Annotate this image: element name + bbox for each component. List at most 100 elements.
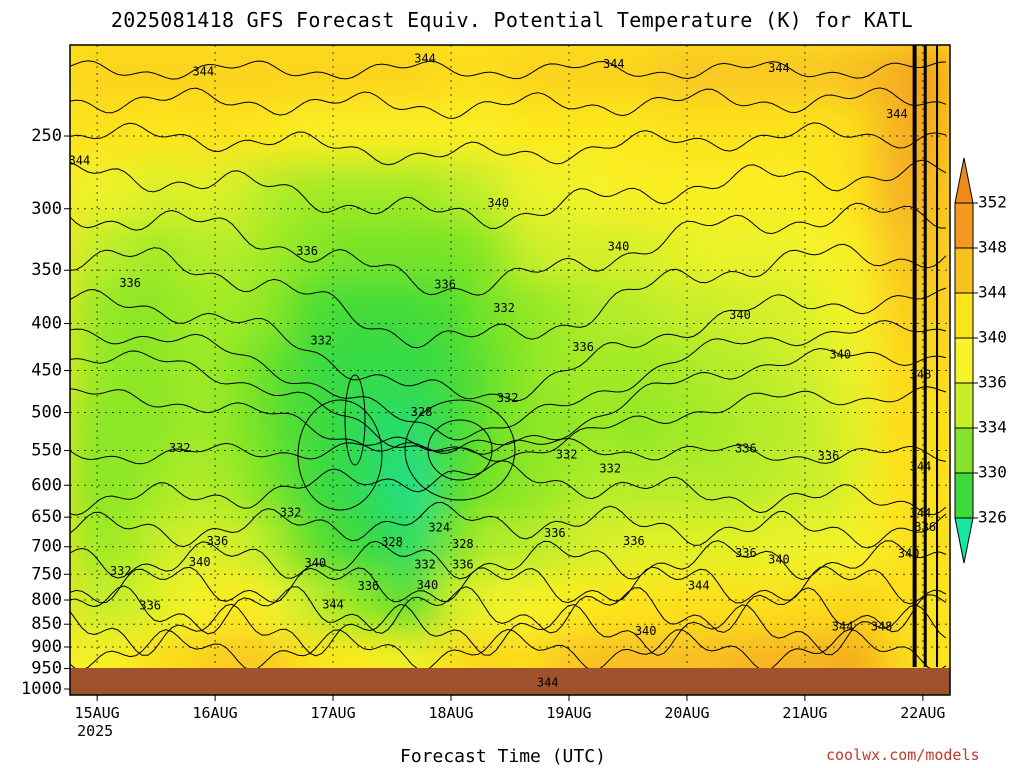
colorbar-label: 340	[978, 328, 1007, 347]
contour-label: 336	[207, 534, 229, 548]
field-cell	[544, 102, 586, 166]
y-tick-label: 900	[31, 637, 62, 657]
field-cell	[654, 338, 696, 402]
field-cell	[691, 45, 732, 107]
field-cell	[434, 220, 476, 284]
field-cell	[544, 397, 586, 461]
field-cell	[288, 161, 329, 225]
field-cell	[728, 397, 769, 461]
credit-text: coolwx.com/models	[826, 746, 980, 764]
field-cell	[214, 338, 256, 402]
contour-label: 340	[417, 578, 439, 592]
field-cell	[801, 102, 842, 166]
contour-line	[70, 202, 946, 296]
x-tick-label: 16AUG	[193, 704, 238, 722]
field-cell	[141, 574, 182, 638]
field-cell	[874, 515, 916, 579]
field-cell	[214, 102, 256, 166]
field-cell	[728, 338, 769, 402]
field-cell	[324, 456, 366, 520]
field-cell	[104, 45, 146, 107]
field-cell	[618, 279, 659, 343]
field-cell	[361, 279, 402, 343]
field-cell	[691, 397, 732, 461]
contour-label: 336	[735, 546, 757, 560]
contour-line	[70, 501, 947, 549]
field-cell	[764, 45, 806, 107]
field-cell	[838, 220, 879, 284]
field-cell	[251, 102, 292, 166]
colorbar-segment	[954, 427, 974, 474]
contour-label: 344	[69, 153, 91, 167]
field-cell	[251, 515, 292, 579]
field-cell	[214, 279, 256, 343]
field-cell	[544, 161, 586, 225]
field-cell	[361, 220, 402, 284]
field-cell	[251, 338, 292, 402]
contour-label: 336	[139, 598, 161, 612]
field-cell	[324, 220, 366, 284]
colorbar-segment	[954, 337, 974, 384]
field-cell	[324, 45, 366, 107]
colorbar-label: 344	[978, 283, 1007, 302]
field-cell	[764, 102, 806, 166]
field-cell	[508, 456, 549, 520]
field-cell	[104, 220, 146, 284]
contour-label: 336	[735, 442, 757, 456]
contour-label: 336	[544, 526, 566, 540]
field-cell	[398, 574, 439, 638]
field-cell	[691, 161, 732, 225]
end-forecast-bars	[912, 45, 939, 667]
field-cell	[324, 161, 366, 225]
contour-line	[70, 460, 947, 516]
theta-e-field	[70, 45, 950, 695]
field-cell	[691, 574, 732, 638]
x-tick-label: 19AUG	[546, 704, 591, 722]
field-cell	[178, 574, 219, 638]
field-cell	[728, 515, 769, 579]
field-cell	[251, 220, 292, 284]
field-cell	[764, 220, 806, 284]
field-cell	[141, 456, 182, 520]
field-cell	[104, 279, 146, 343]
field-cell	[398, 220, 439, 284]
field-cell	[104, 574, 146, 638]
y-tick-label: 800	[31, 590, 62, 610]
contour-line	[70, 243, 947, 349]
field-cell	[434, 45, 476, 107]
field-cell	[178, 102, 219, 166]
contour-ring	[344, 374, 366, 466]
contour-label: 348	[871, 620, 893, 634]
y-tick-label: 950	[31, 659, 62, 679]
contour-label: 324	[428, 521, 450, 535]
field-cell	[324, 515, 366, 579]
field-cell	[508, 338, 549, 402]
contour-label: 332	[310, 334, 332, 348]
field-cell	[288, 397, 329, 461]
contour-label: 332	[599, 461, 621, 475]
colorbar-segment	[954, 292, 974, 339]
field-cell	[70, 161, 109, 225]
y-tick-label: 600	[31, 475, 62, 495]
y-tick-label: 250	[31, 126, 62, 146]
field-cell	[214, 161, 256, 225]
field-cell	[398, 515, 439, 579]
field-cell	[654, 397, 696, 461]
field-cell	[361, 45, 402, 107]
y-tick-label: 750	[31, 564, 62, 584]
field-cell	[251, 397, 292, 461]
field-cell	[544, 574, 586, 638]
ground-surface	[70, 668, 950, 695]
field-cell	[214, 220, 256, 284]
field-cell	[691, 220, 732, 284]
field-cell	[398, 338, 439, 402]
contour-label: 348	[910, 367, 932, 381]
field-cell	[728, 45, 769, 107]
y-tick-label: 1000	[21, 679, 62, 699]
field-cell	[104, 338, 146, 402]
contour-label: 332	[414, 558, 436, 572]
field-cell	[70, 397, 109, 461]
field-cell	[141, 220, 182, 284]
field-cell	[508, 220, 549, 284]
field-cell	[214, 45, 256, 107]
